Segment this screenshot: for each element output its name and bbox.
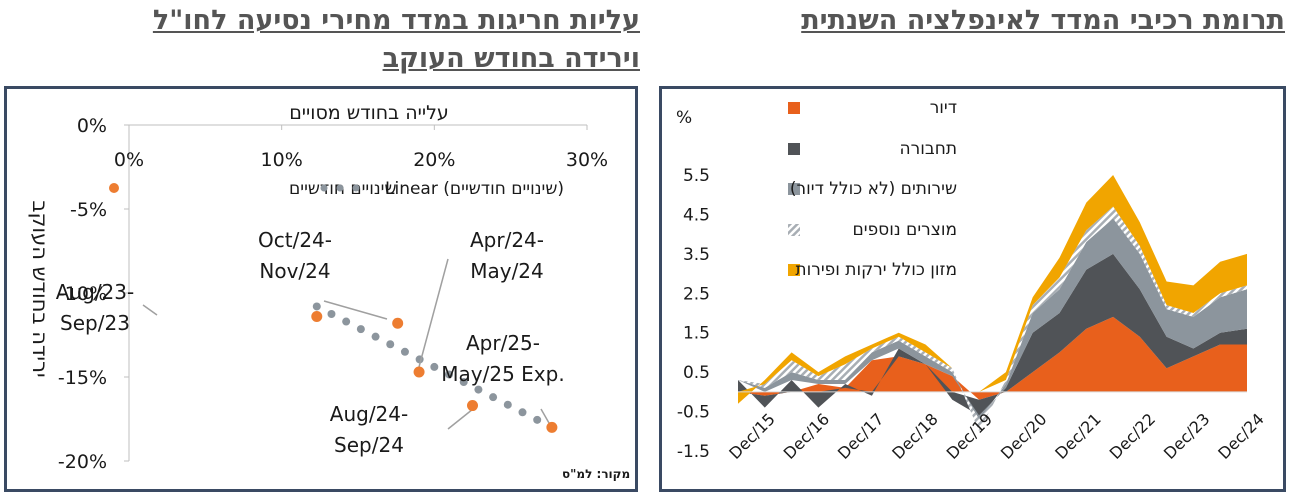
trendline-dot	[386, 340, 395, 349]
source-note: מקור: למ"ס	[562, 467, 631, 481]
trendline-dot	[312, 302, 321, 311]
y-tick-label: -20%	[58, 451, 107, 473]
legend-swatch-5	[788, 264, 800, 276]
area-chart: 5.54.53.52.51.50.5-0.5-1.5%Dec/15 Dec/16 D…	[676, 98, 1268, 463]
data-point-label: Nov/24	[259, 259, 330, 283]
data-point	[467, 400, 478, 412]
area-series-2	[738, 253, 1247, 416]
x-tick-label: Dec/18	[888, 409, 942, 463]
legend-swatch-1	[788, 102, 800, 114]
legend-marker-trend-dot	[320, 184, 328, 192]
trendline-dot	[356, 325, 365, 334]
x-tick-label: 30%	[566, 149, 608, 171]
leader-line	[142, 304, 158, 316]
y-tick-label: 4.5	[683, 205, 710, 225]
legend-marker-trend-dot	[352, 184, 360, 192]
data-point-label: Apr/25-	[466, 331, 540, 355]
trendline-dot	[400, 347, 409, 356]
trendline-dot	[474, 385, 483, 394]
legend-marker-points	[109, 183, 119, 193]
y-tick-label: -10%	[58, 283, 107, 305]
scatter-chart-frame: 0% 10% 20% 30% 0% -5% -10% -15% -20% עלייה בחודש …	[4, 86, 638, 492]
area-series-1	[738, 316, 1247, 400]
x-tick-label: Dec/24	[1214, 409, 1268, 463]
x-tick-label: 10%	[261, 149, 303, 171]
trendline-dot	[327, 310, 336, 318]
y-tick-label: 0.5	[683, 363, 710, 383]
data-point-label: Apr/24-	[470, 228, 544, 252]
data-point-label: Aug/23-	[56, 280, 134, 304]
x-tick-label: 0%	[114, 149, 144, 171]
leader-line	[447, 408, 474, 430]
legend-swatch-4	[788, 224, 800, 236]
trendline-dot	[371, 332, 380, 341]
data-point	[392, 317, 404, 329]
leader-line	[323, 300, 388, 320]
trendline-dot	[533, 415, 542, 424]
legend-label-trend: Linear (שינויים חודשיים)	[385, 179, 564, 199]
trendline-dot	[503, 400, 512, 409]
data-point	[546, 421, 558, 433]
x-tick-label: Dec/16	[780, 409, 834, 463]
x-tick-label: Dec/23	[1160, 409, 1214, 463]
y-axis-title: ירידה בחודש העוקב	[28, 200, 52, 377]
x-tick-label: Dec/22	[1106, 409, 1160, 463]
y-tick-label: -1.5	[677, 442, 710, 462]
trendline-dot	[518, 408, 527, 417]
legend-label-3: שירותים (לא כולל דיור)	[790, 179, 957, 199]
legend-label-1: דיור	[930, 98, 957, 118]
leader-line	[540, 408, 550, 424]
trendline-dot	[459, 378, 468, 387]
data-point-label: Sep/23	[60, 311, 130, 335]
x-tick-label: Dec/20	[997, 409, 1051, 463]
legend-label-4: מוצרים נוספים	[852, 220, 957, 240]
y-tick-label: 1.5	[683, 324, 710, 344]
y-tick-label: -15%	[58, 367, 107, 389]
legend-label-5: מזון כולל ירקות ופירות	[795, 260, 957, 280]
x-tick-label: Dec/15	[725, 409, 779, 463]
trendline-dot	[445, 370, 454, 379]
scatter-chart: 0% 10% 20% 30% 0% -5% -10% -15% -20% עלייה בחודש …	[28, 102, 608, 473]
legend-marker-trend-dot	[336, 184, 344, 192]
data-point-label: Sep/24	[334, 433, 404, 457]
trendline-dot	[342, 317, 351, 326]
y-tick-label: 5.5	[683, 166, 710, 186]
data-point	[311, 311, 323, 323]
legend-swatch-2	[788, 143, 800, 155]
y-tick-label: -0.5	[677, 403, 710, 423]
legend-label-2: תחבורה	[900, 139, 957, 159]
right-chart-title: תרומת רכיבי המדד לאינפלציה השנתית	[801, 5, 1285, 36]
y-tick-label: 0%	[77, 115, 107, 137]
unit-label: %	[676, 108, 692, 128]
data-point-label: May/25 Exp.	[441, 362, 564, 386]
y-tick-label: 2.5	[683, 284, 710, 304]
y-tick-label: 3.5	[683, 245, 710, 265]
data-point	[413, 366, 425, 378]
x-tick-label: Dec/19	[943, 409, 997, 463]
trendline-dot	[489, 393, 498, 402]
y-tick-label: -5%	[70, 199, 107, 221]
area-chart-frame: 5.5 4.5 3.5 2.5 1.5 0.5 -0.5 -1.5% Dec/15 Dec/16 D…	[659, 86, 1286, 492]
x-tick-label: 20%	[413, 149, 455, 171]
left-chart-title: עליות חריגות במדד מחירי נסיעה לחו"ל וירי…	[152, 5, 640, 74]
data-point-label: Aug/24-	[330, 402, 408, 426]
legend-swatch-3	[788, 183, 800, 195]
x-tick-label: Dec/17	[834, 409, 888, 463]
data-point-label: May/24	[470, 259, 544, 283]
x-tick-label: Dec/21	[1051, 409, 1105, 463]
x-axis-title: עלייה בחודש מסויים	[289, 102, 449, 124]
leader-line	[418, 258, 449, 368]
data-point-label: Oct/24-	[258, 228, 332, 252]
trendline-dot	[430, 362, 439, 371]
